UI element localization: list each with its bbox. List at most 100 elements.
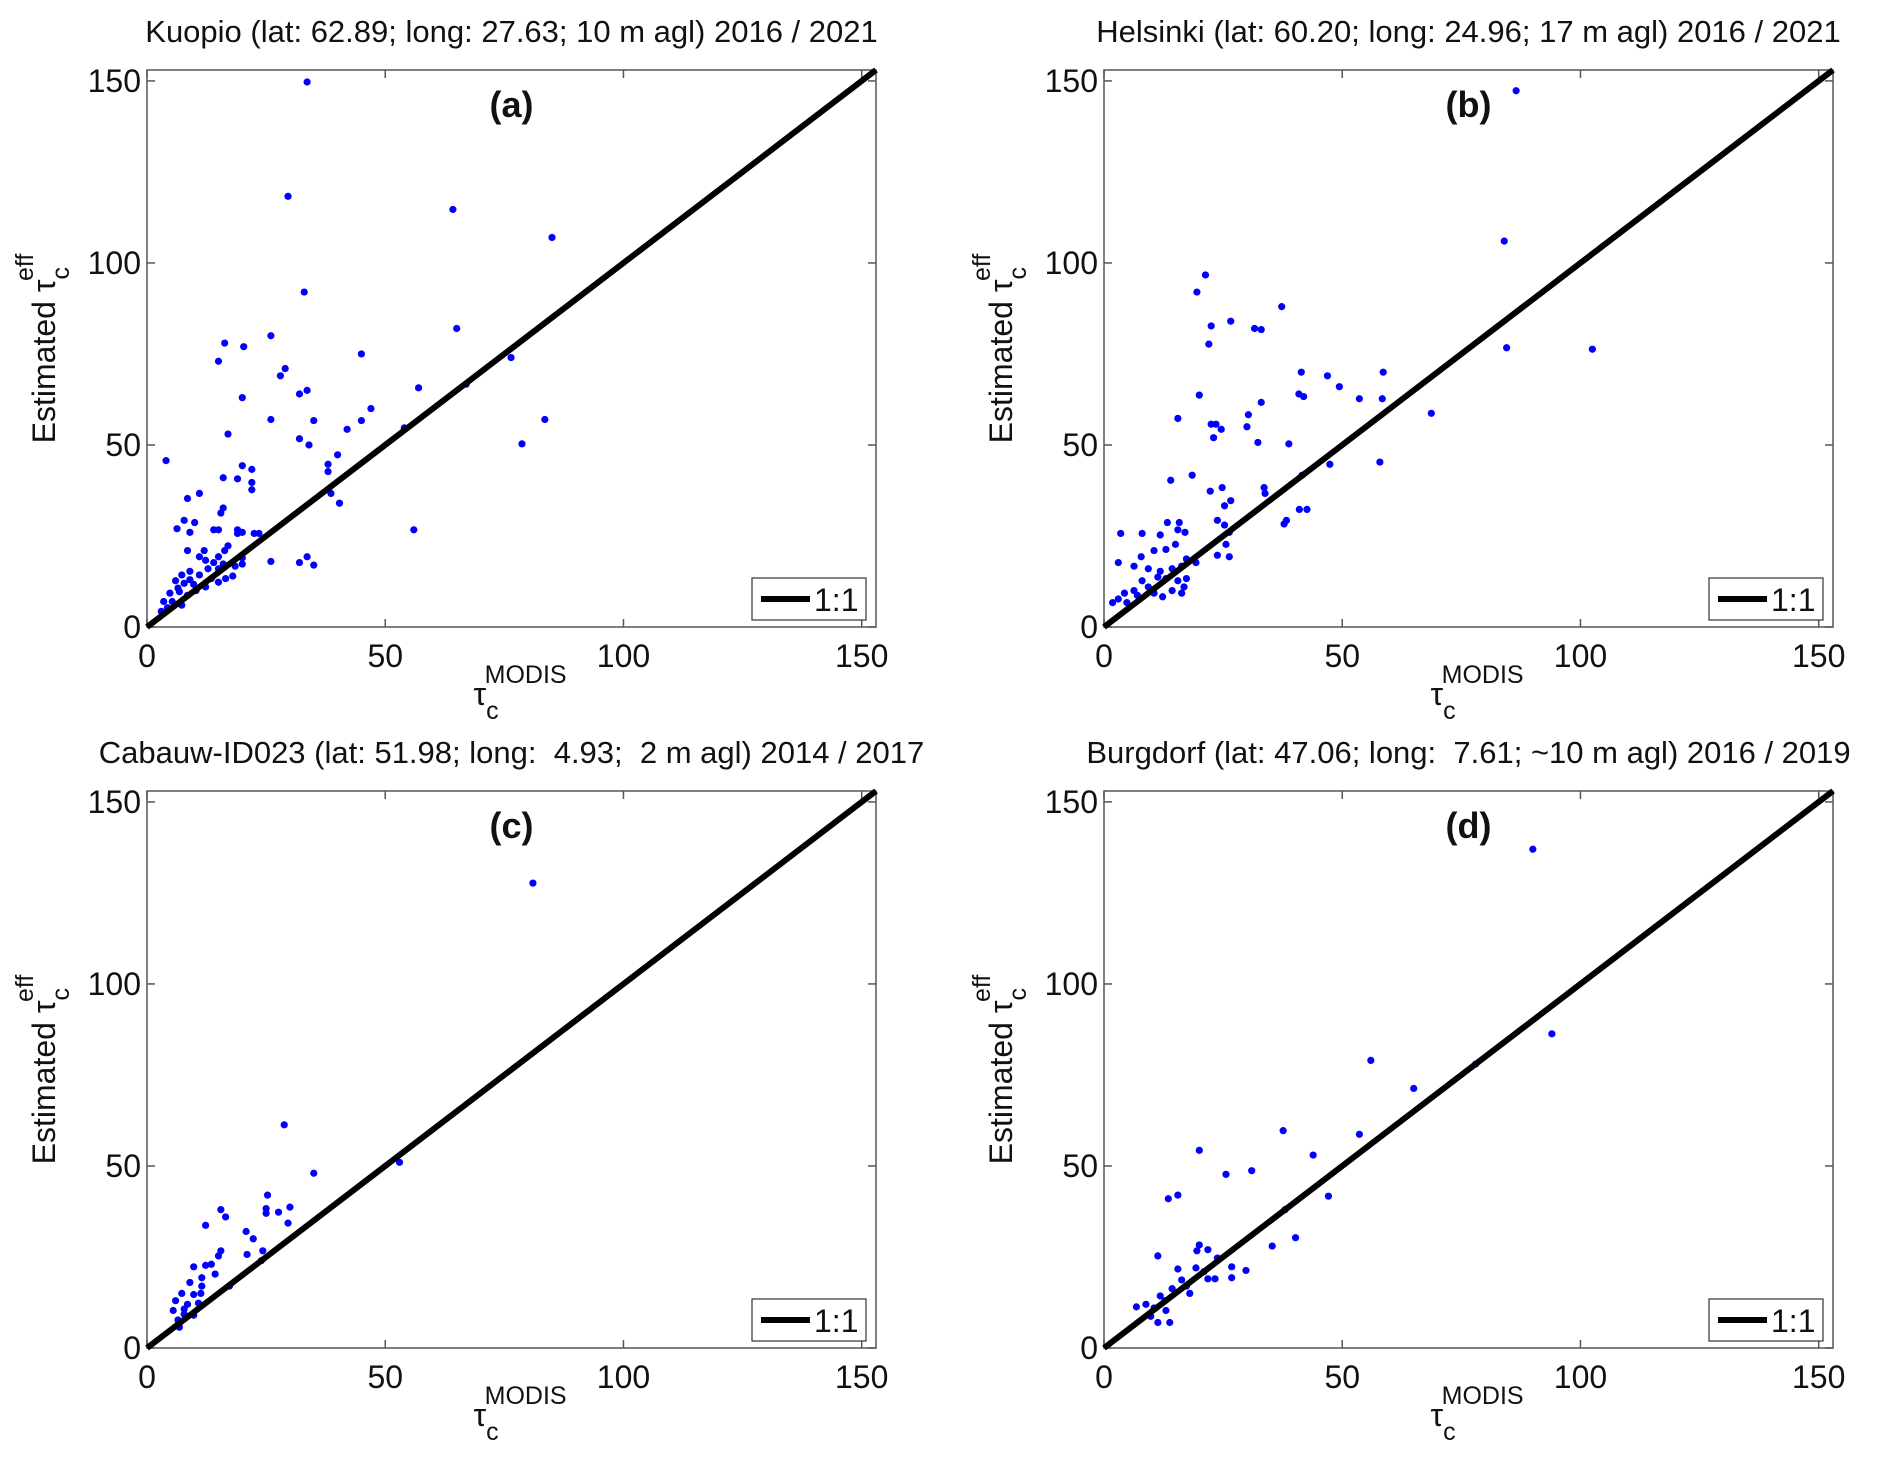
legend: 1:1 [1708,577,1824,621]
data-point [1178,1276,1186,1284]
data-point [186,567,194,575]
x-tick-label: 50 [367,638,403,674]
data-point [274,1208,283,1216]
data-point [1243,423,1251,431]
x-tick-label: 50 [1324,638,1360,674]
y-label-sup: eff [968,975,996,1002]
data-point [180,516,188,524]
y-label-sup: eff [11,975,39,1002]
data-point [1188,471,1196,479]
data-point [214,526,223,534]
data-point [1211,1275,1219,1283]
y-label-prefix: Estimated [26,292,62,443]
data-point [518,440,526,448]
data-point [1206,487,1214,495]
y-tick-label: 100 [1045,245,1098,281]
y-label-sup: eff [968,254,996,281]
data-point [238,394,246,402]
data-point [1227,317,1235,325]
data-point [211,1270,219,1278]
data-point [1220,521,1229,529]
data-point [284,192,292,200]
data-point [1154,573,1162,581]
data-point [195,571,204,579]
y-label-base: τ [983,279,1019,292]
y-tick-label: 0 [1080,1330,1098,1366]
data-point [1180,583,1188,591]
x-tick-label: 150 [835,1359,888,1395]
data-point [195,489,204,497]
y-tick-label: 50 [105,1148,141,1184]
y-tick-label: 100 [88,966,141,1002]
x-tick-label: 150 [835,638,888,674]
data-point [171,577,180,585]
data-point [214,357,223,365]
data-point [295,558,304,567]
data-point [1204,1246,1212,1254]
x-tick-label: 50 [1324,1359,1360,1395]
data-point [1174,577,1182,585]
x-tick-label: 50 [367,1359,403,1395]
data-point [217,509,225,517]
x-label-sub: c [486,697,499,725]
data-point [333,451,342,459]
data-point [1268,1242,1276,1250]
data-point [240,343,248,351]
data-point [1174,1191,1182,1199]
chart-title: Burgdorf (lat: 47.06; long: 7.61; ~10 m … [1086,735,1850,770]
data-point [1548,1030,1556,1038]
data-point [178,1289,186,1297]
data-point [180,579,188,587]
x-tick-label: 150 [1792,1359,1845,1395]
data-point [280,1121,288,1129]
data-point [195,553,204,561]
data-point [548,233,556,242]
data-point [1159,593,1167,601]
data-point [1195,1241,1203,1249]
y-tick-label: 50 [1062,1148,1098,1184]
panel-b: Helsinki (lat: 60.20; long: 24.96; 17 m … [968,14,1845,725]
data-point [259,1247,267,1255]
data-point [1195,1146,1203,1154]
y-tick-label: 150 [88,63,141,99]
data-point [267,332,275,340]
data-point [219,474,227,482]
data-point [1209,434,1218,442]
x-label-base: τ [474,676,487,712]
data-point [1162,1306,1170,1315]
data-point [222,574,230,583]
data-point [1303,505,1311,514]
data-point [1227,497,1235,505]
data-point [1278,303,1286,311]
data-point [414,384,423,392]
data-point [214,553,223,561]
data-point [303,553,311,561]
data-point [303,78,311,86]
y-tick-label: 0 [1080,609,1098,645]
data-point [160,597,168,606]
data-point [1588,345,1596,353]
y-label-sub: c [47,988,75,1001]
panel-label: (b) [1446,84,1492,125]
legend-label: 1:1 [1771,1303,1815,1339]
data-point [1163,518,1171,527]
data-point [1324,1192,1333,1200]
data-point [1376,458,1384,466]
data-point [1378,395,1386,403]
data-point [1512,87,1520,95]
data-point [1144,565,1152,573]
data-point [1529,845,1537,853]
data-point [243,1250,251,1259]
data-point [1326,460,1334,468]
data-point [210,558,218,567]
x-tick-label: 0 [1095,1359,1113,1395]
data-point [1295,505,1303,514]
data-point [449,205,457,214]
data-point [178,571,186,579]
data-point [221,546,229,555]
y-axis-label: Estimated τceff [11,254,75,444]
data-point [190,1290,198,1299]
data-point [295,390,304,398]
data-point [255,529,263,538]
y-tick-label: 0 [123,609,141,645]
